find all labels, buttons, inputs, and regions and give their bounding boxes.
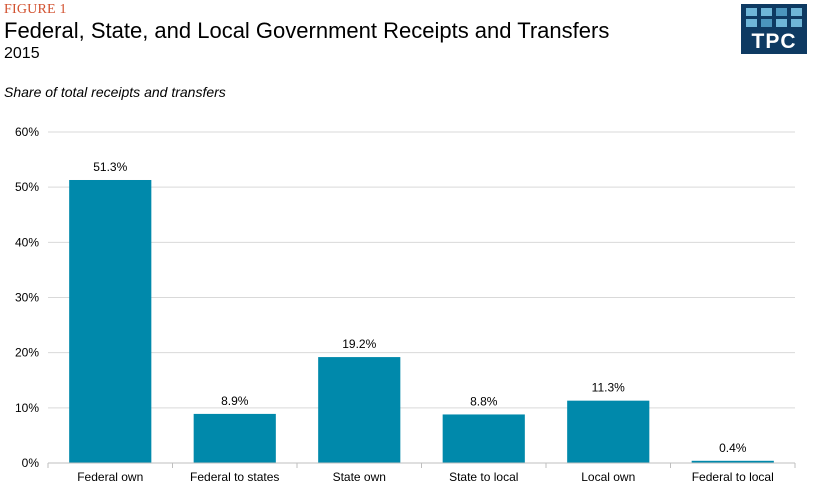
data-label: 19.2% — [342, 337, 376, 351]
bar — [567, 400, 650, 463]
figure-label: FIGURE 1 — [4, 2, 67, 17]
y-tick-label: 10% — [15, 401, 39, 415]
chart-title: Federal, State, and Local Government Rec… — [4, 18, 610, 43]
bar — [193, 413, 276, 463]
y-tick-label: 20% — [15, 346, 39, 360]
bar — [442, 414, 525, 463]
bar — [69, 179, 152, 463]
bar — [691, 460, 774, 463]
data-label: 8.8% — [470, 394, 498, 408]
bar — [318, 357, 401, 463]
chart-subtitle: 2015 — [4, 45, 40, 62]
y-axis-label: Share of total receipts and transfers — [4, 84, 226, 100]
data-label: 51.3% — [93, 160, 127, 174]
category-label: Federal own — [77, 470, 143, 484]
y-tick-label: 0% — [22, 456, 40, 470]
data-label: 11.3% — [592, 381, 625, 395]
data-label: 0.4% — [719, 441, 747, 455]
y-tick-label: 60% — [15, 125, 39, 139]
data-label: 8.9% — [221, 394, 249, 408]
tpc-logo: TPC — [741, 4, 807, 54]
y-tick-label: 40% — [15, 235, 39, 249]
category-label: State to local — [449, 470, 518, 484]
logo-grid-icon — [746, 8, 802, 28]
y-tick-label: 50% — [15, 180, 39, 194]
category-label: Local own — [581, 470, 635, 484]
category-label: State own — [333, 470, 386, 484]
y-tick-label: 30% — [15, 291, 39, 305]
category-label: Federal to local — [692, 470, 774, 484]
logo-text: TPC — [751, 30, 797, 53]
category-label: Federal to states — [190, 470, 279, 484]
